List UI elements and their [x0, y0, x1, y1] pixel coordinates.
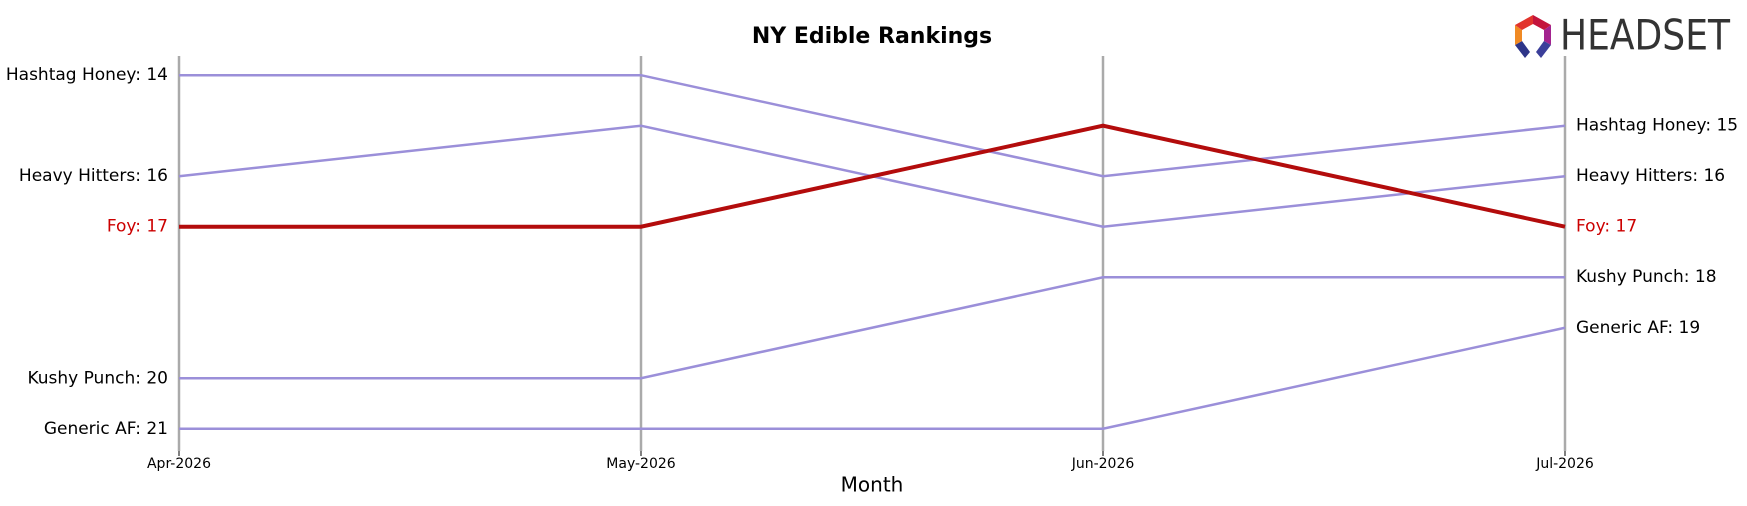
logo-text: HEADSET	[1560, 11, 1730, 60]
series-line	[179, 123, 1566, 229]
end-label: Generic AF: 19	[1576, 318, 1700, 338]
logo-segment	[1515, 25, 1522, 45]
start-label: Hashtag Honey: 14	[6, 65, 168, 85]
series-line	[179, 326, 1566, 431]
logo-segment	[1536, 41, 1551, 58]
x-tick-label: Jul-2026	[1535, 456, 1594, 472]
end-label: Kushy Punch: 18	[1576, 267, 1717, 287]
series-line	[179, 73, 1566, 178]
logo-segment	[1544, 25, 1551, 45]
x-tick-label: Jun-2026	[1071, 456, 1135, 472]
series-line	[179, 275, 1565, 380]
start-label: Kushy Punch: 20	[27, 368, 168, 388]
x-tick-label: May-2026	[606, 456, 675, 472]
end-label: Foy: 17	[1576, 217, 1637, 237]
logo-segment	[1515, 41, 1530, 58]
logo-segment	[1533, 15, 1551, 30]
start-label: Heavy Hitters: 16	[19, 166, 168, 186]
start-label: Foy: 17	[107, 217, 168, 237]
end-label: Heavy Hitters: 16	[1576, 166, 1725, 186]
end-label: Hashtag Honey: 15	[1576, 116, 1738, 136]
start-label: Generic AF: 21	[44, 419, 168, 439]
x-axis-label: Month	[841, 473, 904, 497]
logo-segment	[1515, 15, 1533, 30]
logo: HEADSET	[1515, 11, 1730, 60]
chart-title: NY Edible Rankings	[752, 24, 992, 49]
x-tick-label: Apr-2026	[147, 456, 211, 472]
